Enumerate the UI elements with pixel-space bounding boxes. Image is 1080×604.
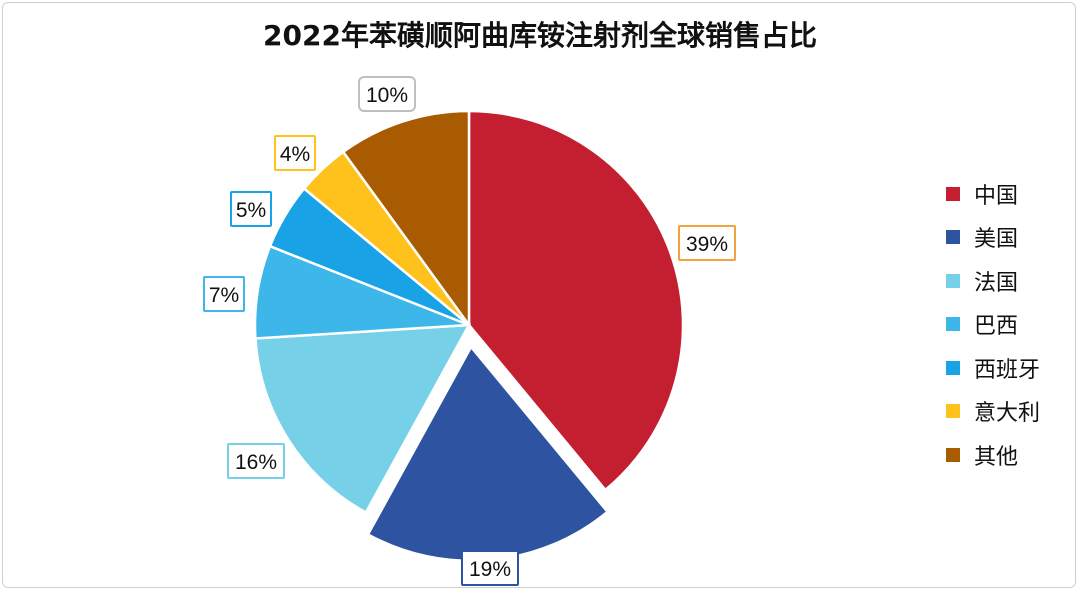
data-label-0: 39% <box>678 225 736 261</box>
legend-swatch <box>946 404 960 419</box>
data-label-6: 10% <box>358 76 416 112</box>
legend-item-1: 美国 <box>946 216 1040 260</box>
legend-label: 巴西 <box>974 314 1019 340</box>
legend-item-5: 意大利 <box>946 390 1040 434</box>
data-label-text: 5% <box>236 199 266 222</box>
data-label-text: 19% <box>469 558 511 581</box>
data-label-4: 5% <box>230 191 272 227</box>
data-label-box <box>274 135 316 171</box>
data-label-text: 16% <box>235 451 277 474</box>
data-label-box <box>227 443 285 479</box>
data-label-text: 4% <box>280 143 310 166</box>
legend-swatch <box>946 273 960 288</box>
data-label-box <box>203 276 245 312</box>
legend-label: 其他 <box>974 444 1019 470</box>
legend-item-3: 巴西 <box>946 303 1040 347</box>
legend-swatch <box>946 317 960 332</box>
data-label-box <box>358 76 416 112</box>
legend-label: 西班牙 <box>974 357 1041 383</box>
data-label-text: 7% <box>209 284 239 307</box>
data-label-5: 4% <box>274 135 316 171</box>
legend-swatch <box>946 230 960 245</box>
data-label-text: 10% <box>366 84 408 107</box>
legend-item-4: 西班牙 <box>946 346 1040 390</box>
data-label-text: 39% <box>686 233 728 256</box>
legend-swatch <box>946 186 960 201</box>
legend-item-0: 中国 <box>946 172 1040 216</box>
data-label-box <box>678 225 736 261</box>
pie-slice-0 <box>467 109 685 492</box>
data-label-box <box>461 550 519 586</box>
data-label-2: 16% <box>227 443 285 479</box>
chart-frame <box>2 2 1076 588</box>
pie-slice-2 <box>254 323 472 515</box>
legend-item-6: 其他 <box>946 433 1040 477</box>
legend-label: 意大利 <box>974 401 1041 427</box>
legend-label: 法国 <box>974 270 1019 296</box>
legend-item-2: 法国 <box>946 259 1040 303</box>
legend-swatch <box>946 447 960 462</box>
legend: 中国美国法国巴西西班牙意大利其他 <box>946 172 1040 477</box>
chart-title: 2022年苯磺顺阿曲库铵注射剂全球销售占比 <box>263 19 817 52</box>
data-label-3: 7% <box>203 276 245 312</box>
legend-swatch <box>946 360 960 375</box>
legend-label: 美国 <box>974 227 1019 253</box>
legend-label: 中国 <box>974 183 1019 209</box>
data-label-box <box>230 191 272 227</box>
data-label-1: 19% <box>461 550 519 586</box>
pie-slice-6 <box>341 109 471 329</box>
